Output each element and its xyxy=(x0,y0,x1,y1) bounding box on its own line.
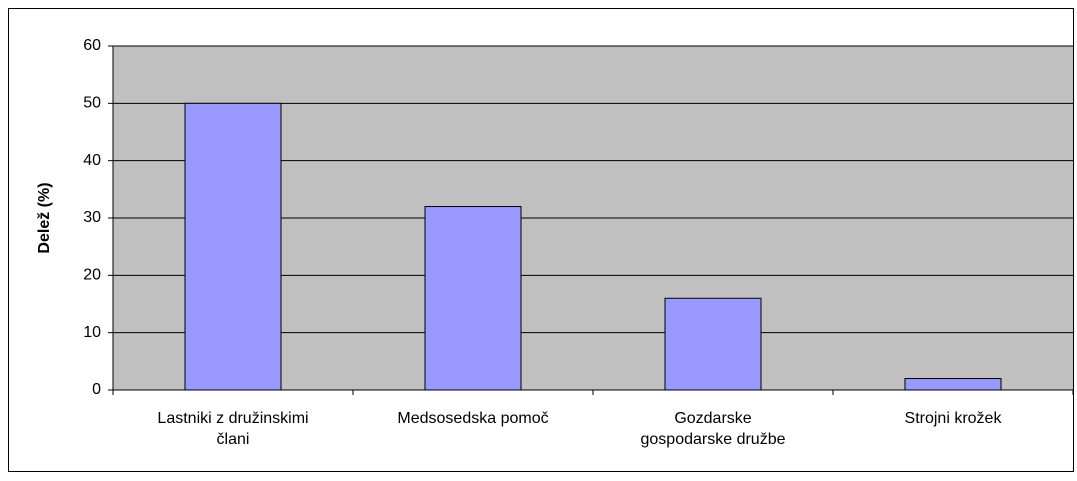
x-tick-label: Medsosedska pomoč xyxy=(397,410,549,427)
x-tick-label: Gozdarske gospodarske družbe xyxy=(640,410,786,448)
y-tick-label: 50 xyxy=(83,95,101,112)
bar xyxy=(904,378,1002,391)
bar xyxy=(664,297,762,391)
bar xyxy=(424,206,522,391)
y-tick-label: 10 xyxy=(83,324,101,341)
y-tick-label: 60 xyxy=(83,37,101,54)
x-tick-label: Lastniki z družinskimi člani xyxy=(157,410,309,448)
y-axis-label: Delež (%) xyxy=(36,182,53,253)
bar xyxy=(184,102,282,391)
y-tick-label: 40 xyxy=(83,152,101,169)
x-tick-label: Strojni krožek xyxy=(904,410,1002,427)
y-tick-label: 30 xyxy=(83,209,101,226)
y-tick-label: 20 xyxy=(83,267,101,284)
y-tick-label: 0 xyxy=(92,381,101,398)
